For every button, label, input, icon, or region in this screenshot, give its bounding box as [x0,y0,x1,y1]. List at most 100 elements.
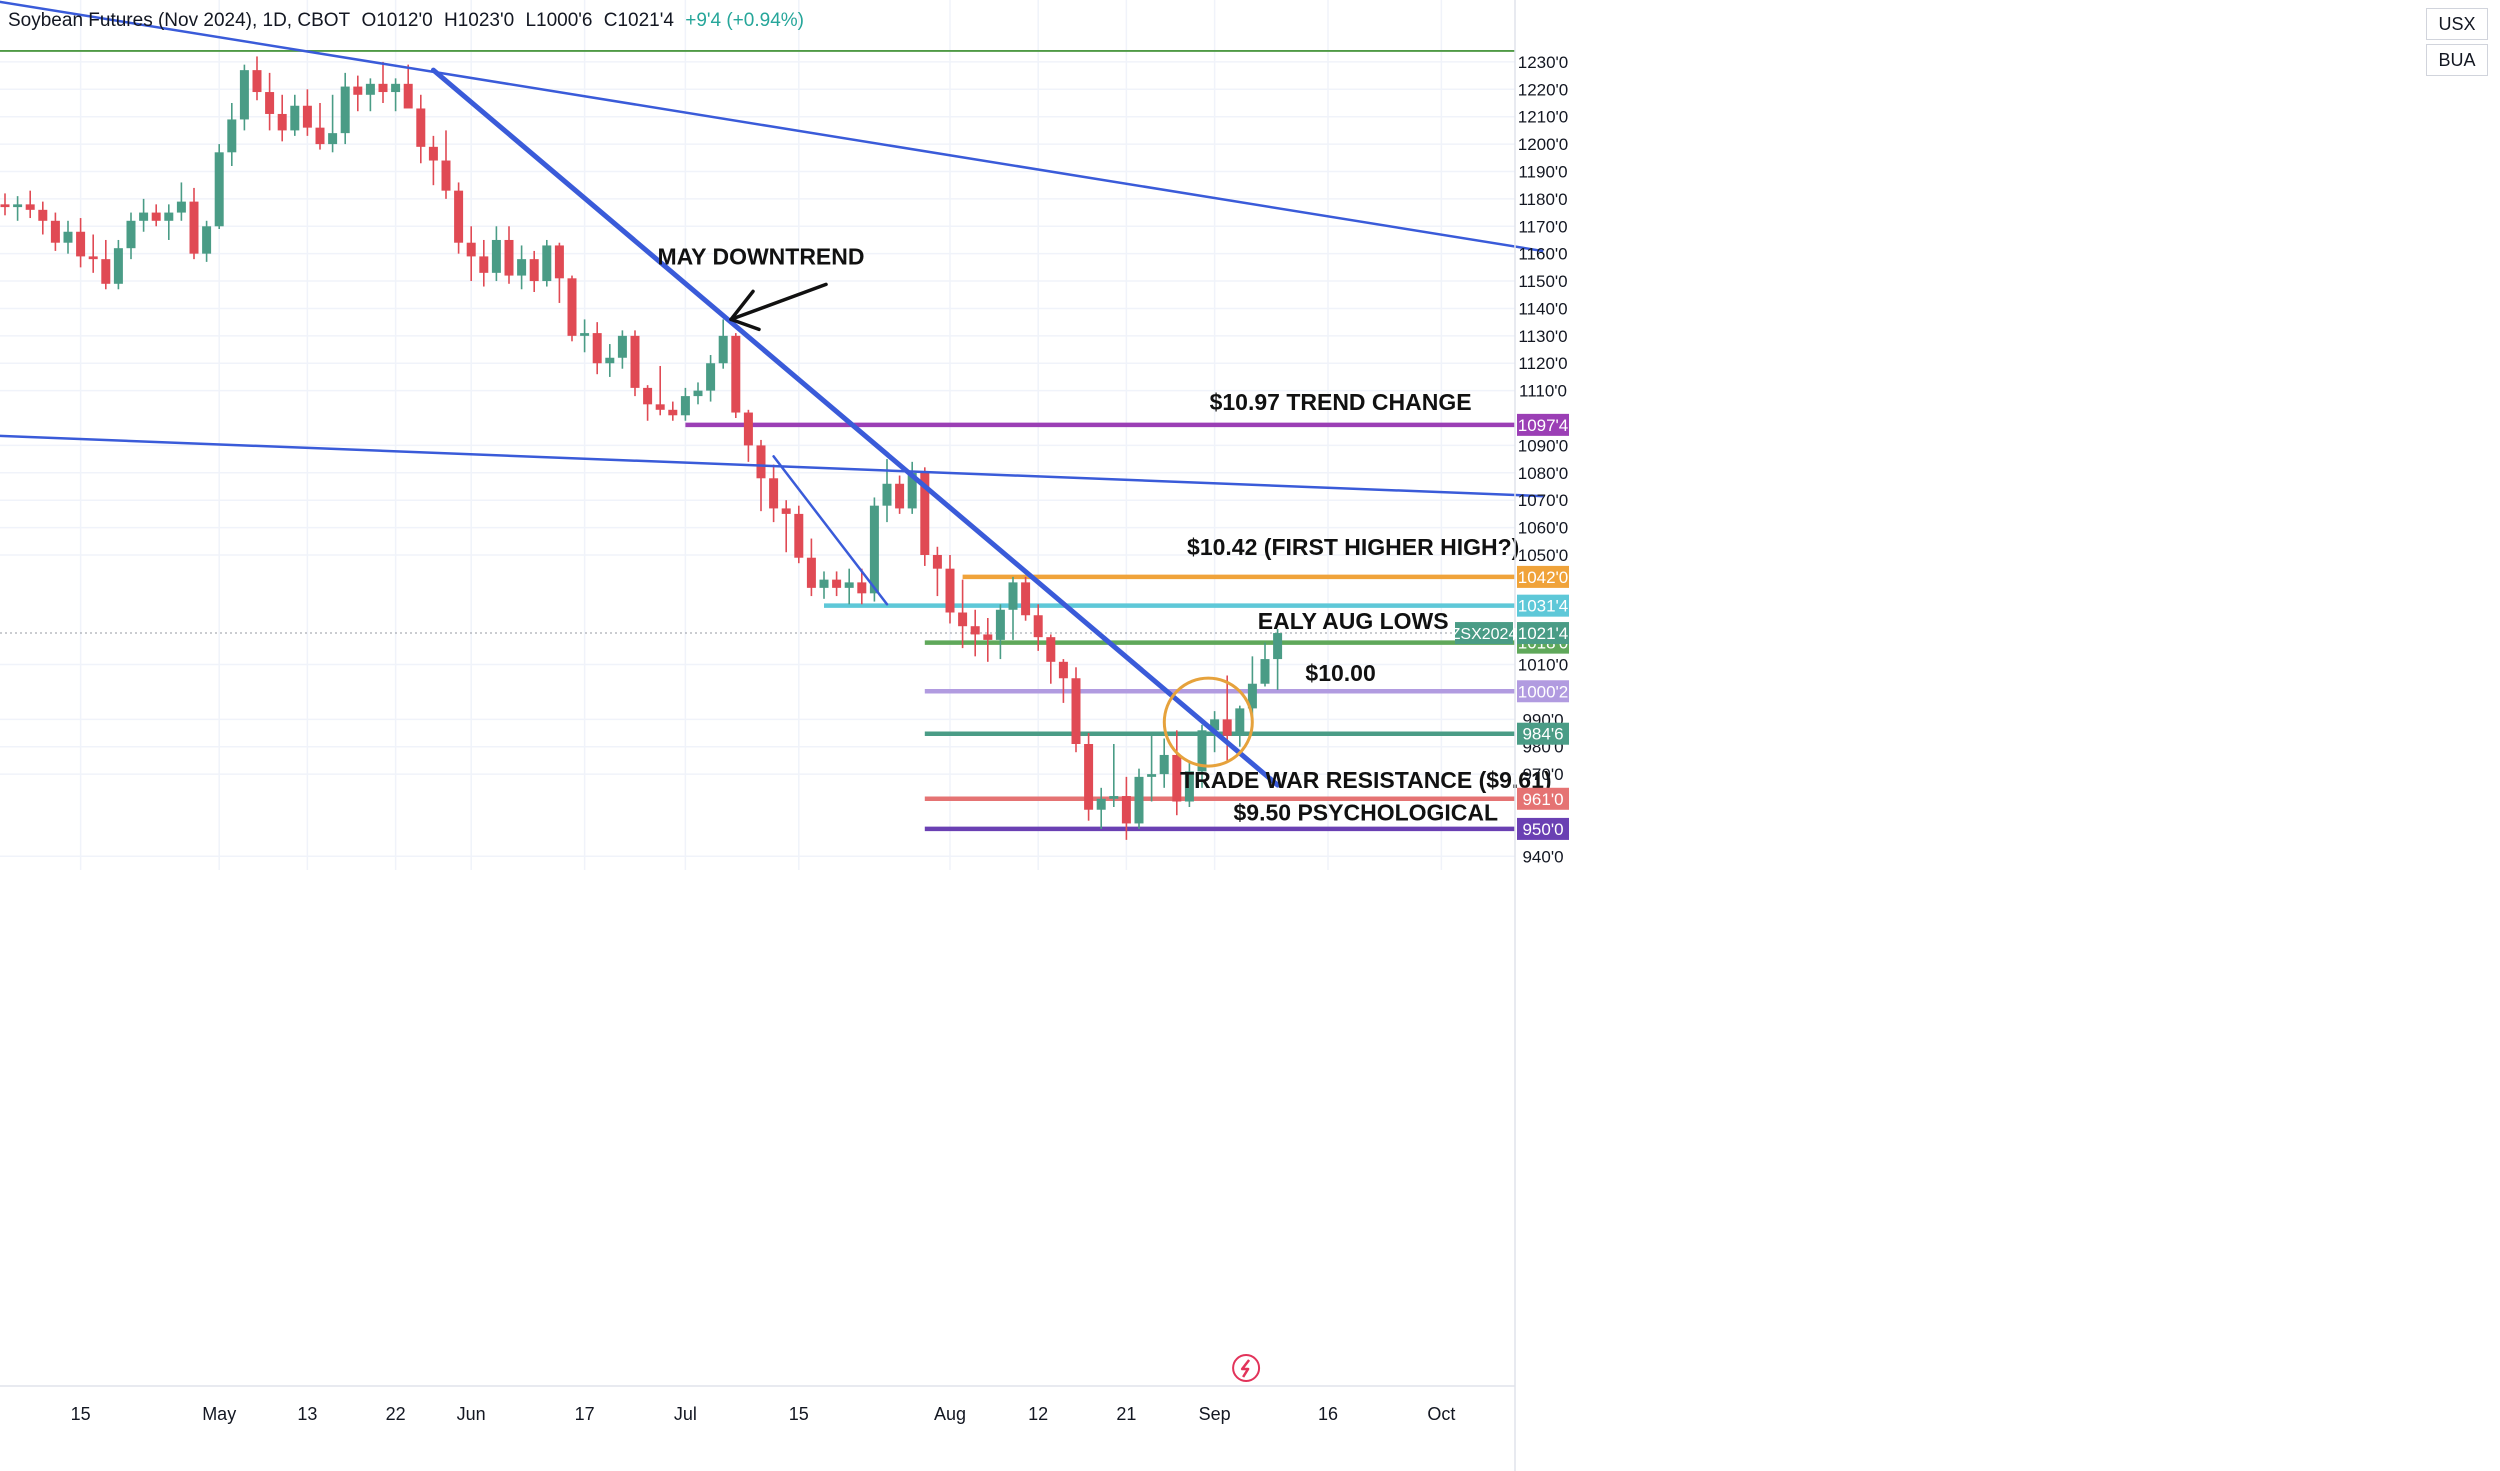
candle-body[interactable] [630,335,640,388]
candle-body[interactable] [277,113,287,131]
candle-body[interactable] [151,212,161,221]
candle-body[interactable] [164,212,174,221]
candle-body[interactable] [0,204,10,208]
candle-body[interactable] [869,505,879,594]
candle-body[interactable] [529,259,539,282]
candle-body[interactable] [1096,798,1106,810]
candle-body[interactable] [428,146,438,161]
candle-body[interactable] [1210,719,1220,731]
candle-body[interactable] [542,245,552,282]
candle-body[interactable] [1273,633,1283,660]
candle-body[interactable] [13,204,23,208]
candle-body[interactable] [353,86,363,95]
candle-body[interactable] [126,220,136,249]
candle-body[interactable] [895,483,905,509]
candle-body[interactable] [567,278,577,336]
candle-body[interactable] [718,335,728,364]
trendline[interactable] [772,455,889,606]
candle-body[interactable] [1084,743,1094,810]
candle-body[interactable] [554,245,564,279]
candle-body[interactable] [315,127,325,145]
candle-body[interactable] [1172,754,1182,802]
candle-body[interactable] [491,239,501,273]
candle-body[interactable] [655,404,665,410]
candle-body[interactable] [139,212,149,221]
candle-body[interactable] [958,612,968,627]
candle-body[interactable] [454,190,464,243]
candle-body[interactable] [365,83,375,95]
candle-body[interactable] [1046,637,1056,662]
candle-body[interactable] [1147,774,1157,777]
candle-body[interactable] [202,226,212,254]
candle-body[interactable] [88,256,98,260]
candle-body[interactable] [857,582,867,594]
candle-body[interactable] [680,396,690,416]
candle-body[interactable] [1222,719,1232,736]
candle-body[interactable] [391,83,401,93]
candle-body[interactable] [1109,796,1119,799]
candle-body[interactable] [1058,661,1068,679]
candle-body[interactable] [806,557,816,588]
candle-body[interactable] [290,105,300,131]
candle-body[interactable] [1121,796,1131,824]
candle-body[interactable] [592,333,602,364]
candle-body[interactable] [1159,754,1169,775]
candle-body[interactable] [995,609,1005,640]
candle-body[interactable] [1033,615,1043,638]
currency-button[interactable]: USX [2426,8,2488,40]
candle-body[interactable] [504,239,514,276]
symbol-label[interactable]: Soybean Futures (Nov 2024), 1D, CBOT [8,10,351,31]
candle-body[interactable] [1071,678,1081,744]
trendline[interactable] [430,67,1281,788]
candle-body[interactable] [769,478,779,509]
candle-body[interactable] [50,220,60,243]
candle-body[interactable] [668,409,678,416]
candle-body[interactable] [756,445,766,479]
candle-body[interactable] [1197,730,1207,772]
candle-body[interactable] [378,83,388,93]
candle-body[interactable] [101,259,111,284]
candle-body[interactable] [328,133,338,145]
candle-body[interactable] [794,513,804,558]
candle-body[interactable] [227,119,237,153]
candle-body[interactable] [466,242,476,257]
candle-body[interactable] [252,70,262,93]
candle-body[interactable] [844,582,854,588]
candle-body[interactable] [403,83,413,109]
candle-body[interactable] [479,256,489,273]
trendline[interactable] [0,434,1544,498]
candle-body[interactable] [907,472,917,509]
candle-body[interactable] [63,231,73,243]
candle-body[interactable] [743,412,753,446]
candle-body[interactable] [1021,582,1031,616]
candle-body[interactable] [517,259,527,276]
candle-body[interactable] [580,333,590,336]
candle-body[interactable] [781,508,791,514]
candle-body[interactable] [983,634,993,640]
trendline[interactable] [0,0,1544,253]
candle-body[interactable] [643,387,653,405]
candle-body[interactable] [113,248,123,284]
candle-body[interactable] [1134,776,1144,824]
candle-body[interactable] [340,86,350,134]
candle-body[interactable] [1235,708,1245,736]
candle-body[interactable] [882,483,892,506]
candle-body[interactable] [970,626,980,635]
candle-body[interactable] [617,335,627,358]
candle-body[interactable] [832,579,842,588]
candle-body[interactable] [920,472,930,555]
candle-body[interactable] [1247,683,1257,709]
candle-body[interactable] [932,554,942,569]
candle-body[interactable] [25,204,35,210]
candle-body[interactable] [302,105,312,128]
candle-body[interactable] [731,335,741,413]
candle-body[interactable] [416,108,426,147]
candle-body[interactable] [1008,582,1018,610]
candle-body[interactable] [76,231,86,257]
candle-body[interactable] [214,152,224,227]
candle-body[interactable] [1260,659,1270,684]
candle-body[interactable] [38,209,48,221]
candle-body[interactable] [1184,771,1194,802]
candle-body[interactable] [945,568,955,613]
